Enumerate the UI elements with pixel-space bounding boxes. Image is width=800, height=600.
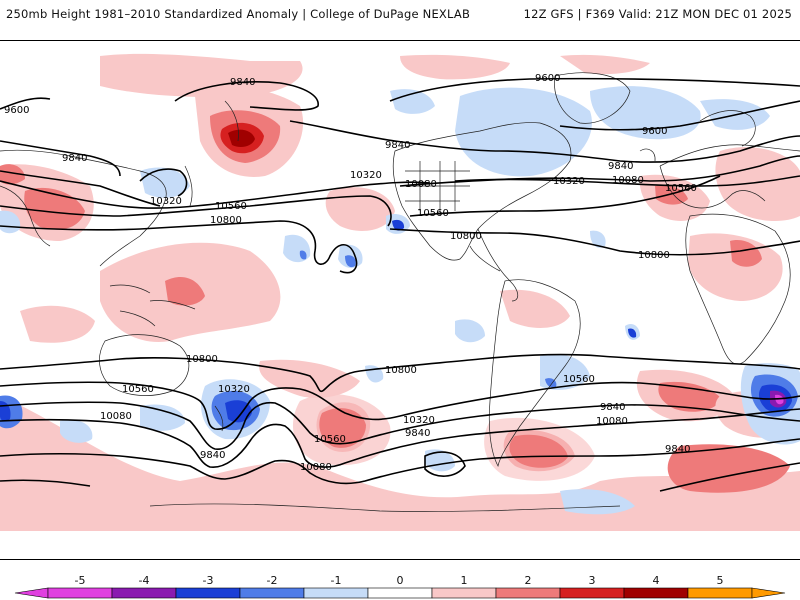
colorbar-segment: [175, 587, 241, 599]
contour-label: 9840: [200, 450, 225, 461]
colorbar-tick-label: 2: [524, 574, 532, 587]
colorbar-tick-label: 5: [716, 574, 724, 587]
colorbar-tick-label: -2: [266, 574, 278, 587]
colorbar-segment: [239, 587, 305, 599]
anomaly-shading: [0, 53, 800, 531]
colorbar-tick-label: -3: [202, 574, 214, 587]
contour-label: 10800: [210, 215, 242, 226]
colorbar: -5 -4 -3 -2 -1 0 1 2 3 4 5: [0, 570, 800, 600]
map-title: 250mb Height 1981–2010 Standardized Anom…: [6, 7, 471, 21]
contour-label: 10560: [314, 434, 346, 445]
anomaly-map: 9840 9600 9600 9600 9840 9840 9840 9840 …: [0, 53, 800, 531]
map-panel: 9840 9600 9600 9600 9840 9840 9840 9840 …: [0, 40, 800, 560]
contour-label: 9840: [405, 428, 430, 439]
colorbar-segment: [431, 587, 497, 599]
contour-label: 10560: [215, 201, 247, 212]
contour-label: 9840: [385, 140, 410, 151]
colorbar-arrow-high: [751, 587, 786, 599]
colorbar-tick-label: -4: [138, 574, 150, 587]
contour-label: 10080: [596, 416, 628, 427]
contour-label: 10320: [350, 170, 382, 181]
contour-label: 10080: [612, 175, 644, 186]
contour-label: 10560: [122, 384, 154, 395]
model-run-info: 12Z GFS | F369 Valid: 21Z MON DEC 01 202…: [523, 7, 792, 21]
contour-label: 9600: [642, 126, 667, 137]
contour-label: 10800: [638, 250, 670, 261]
colorbar-segment: [559, 587, 625, 599]
contour-label: 10800: [385, 365, 417, 376]
contour-label: 10080: [300, 462, 332, 473]
colorbar-segment: [47, 587, 113, 599]
contour-label: 10560: [563, 374, 595, 385]
colorbar-tick-label: -5: [74, 574, 86, 587]
contour-label: 9840: [608, 161, 633, 172]
colorbar-segment: [367, 587, 433, 599]
colorbar-arrow-low: [14, 587, 49, 599]
height-contours: [0, 77, 800, 492]
colorbar-segment: [623, 587, 689, 599]
contour-label: 9840: [665, 444, 690, 455]
contour-label: 10560: [417, 208, 449, 219]
colorbar-strip: [14, 587, 786, 599]
contour-label: 10320: [218, 384, 250, 395]
colorbar-tick-label: -1: [330, 574, 342, 587]
title-bar: 250mb Height 1981–2010 Standardized Anom…: [0, 0, 800, 26]
colorbar-tick-label: 3: [588, 574, 596, 587]
colorbar-segment: [303, 587, 369, 599]
contour-label: 9840: [600, 402, 625, 413]
contour-label: 9840: [230, 77, 255, 88]
colorbar-segment: [495, 587, 561, 599]
colorbar-tick-label: 1: [460, 574, 468, 587]
contour-label: 9600: [535, 73, 560, 84]
colorbar-segment: [687, 587, 753, 599]
contour-label: 10800: [450, 231, 482, 242]
contour-label: 9600: [4, 105, 29, 116]
contour-label: 10800: [186, 354, 218, 365]
contour-label: 10320: [553, 176, 585, 187]
contour-label: 9840: [62, 153, 87, 164]
colorbar-tick-label: 4: [652, 574, 660, 587]
contour-label-layer: 9840 9600 9600 9600 9840 9840 9840 9840 …: [4, 73, 697, 473]
colorbar-segment: [111, 587, 177, 599]
contour-label: 10560: [665, 183, 697, 194]
contour-label: 10080: [405, 179, 437, 190]
contour-label: 10320: [150, 196, 182, 207]
contour-label: 10080: [100, 411, 132, 422]
contour-label: 10320: [403, 415, 435, 426]
colorbar-tick-label: 0: [396, 574, 404, 587]
